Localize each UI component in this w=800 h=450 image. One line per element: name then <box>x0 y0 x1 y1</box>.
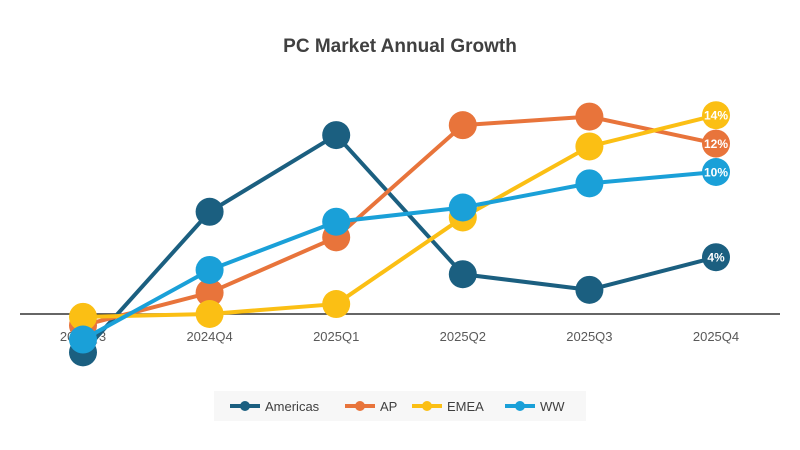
legend-label: AP <box>380 399 397 414</box>
legend-dot-marker <box>355 401 365 411</box>
data-point <box>702 243 730 272</box>
data-point <box>195 300 224 328</box>
series-line <box>82 170 717 342</box>
data-label: 14% <box>704 109 728 123</box>
series-line <box>82 114 717 328</box>
data-label: 10% <box>704 166 728 180</box>
data-point <box>448 260 477 289</box>
data-point <box>195 278 224 307</box>
legend-dot-marker <box>515 401 525 411</box>
x-tick-label: 2025Q2 <box>440 329 486 344</box>
legend-item-americas[interactable]: Americas <box>230 399 320 414</box>
legend-item-ap[interactable]: AP <box>345 399 397 414</box>
chart-title: PC Market Annual Growth <box>283 36 517 57</box>
series-emea: 14% <box>69 101 730 331</box>
data-point <box>702 129 730 158</box>
series-line <box>82 113 717 319</box>
data-point <box>322 207 351 236</box>
data-point <box>195 197 224 226</box>
legend-dot-marker <box>422 401 432 411</box>
data-label: 4% <box>707 251 725 265</box>
x-tick-label: 2025Q3 <box>566 329 612 344</box>
data-point <box>322 121 351 150</box>
data-point <box>195 255 224 284</box>
data-label: 12% <box>704 137 728 151</box>
data-point <box>575 169 604 198</box>
data-point <box>702 158 730 186</box>
data-point <box>69 302 97 331</box>
data-point <box>448 193 477 222</box>
data-point <box>69 325 97 354</box>
series-ww: 10% <box>69 158 730 354</box>
data-point <box>702 101 730 130</box>
x-tick-label: 2024Q4 <box>186 329 232 344</box>
data-point <box>575 102 604 131</box>
legend-label: WW <box>540 399 565 414</box>
legend-dot-marker <box>240 401 250 411</box>
series-americas: 4% <box>69 121 730 367</box>
legend-item-ww[interactable]: WW <box>505 399 565 414</box>
x-tick-label: 2025Q1 <box>313 329 359 344</box>
data-point <box>322 290 351 319</box>
data-point <box>575 132 604 161</box>
series-line <box>81 133 717 354</box>
data-point <box>448 111 477 140</box>
legend-label: EMEA <box>447 399 484 414</box>
x-tick-label: 2025Q4 <box>693 329 739 344</box>
data-point <box>575 275 604 304</box>
legend-item-emea[interactable]: EMEA <box>412 399 484 414</box>
legend-label: Americas <box>265 399 320 414</box>
